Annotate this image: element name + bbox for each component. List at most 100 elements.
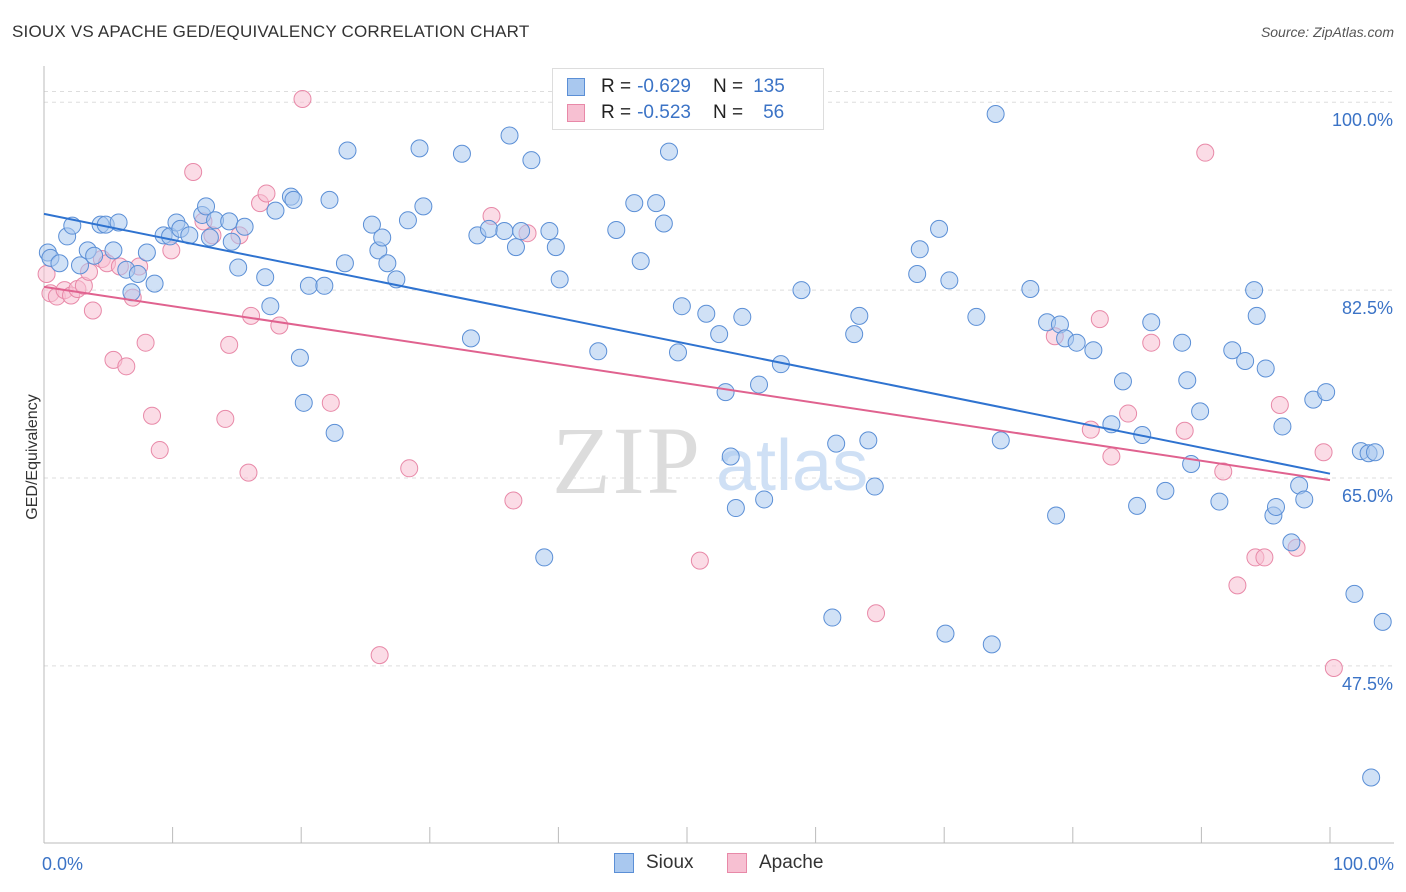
sioux-point <box>315 276 334 295</box>
apache-point <box>690 551 709 570</box>
apache-swatch <box>567 104 585 122</box>
apache-point <box>136 333 155 352</box>
x-tick-label-left: 0.0% <box>42 854 83 874</box>
sioux-point <box>200 228 219 247</box>
sioux-point <box>1247 306 1266 325</box>
r-label: R = <box>601 102 632 123</box>
sioux-point <box>398 211 417 230</box>
apache-point <box>1255 548 1274 567</box>
sioux-point <box>827 434 846 453</box>
apache-point <box>239 463 258 482</box>
apache-point <box>220 335 239 354</box>
sioux-point <box>479 219 498 238</box>
sioux-point <box>137 243 156 262</box>
y-tick-labels: 47.5% 65.0% 82.5% 100.0% <box>1332 110 1393 694</box>
sioux-point <box>546 238 565 257</box>
axes <box>43 66 1394 844</box>
sioux-legend-label: Sioux <box>646 852 694 873</box>
y-tick-label: 65.0% <box>1342 486 1393 506</box>
apache-point <box>143 406 162 425</box>
sioux-point <box>659 142 678 161</box>
sioux-point <box>589 342 608 361</box>
apache-point <box>242 306 261 325</box>
sioux-point <box>710 325 729 344</box>
apache-point <box>1102 447 1121 466</box>
sioux-point <box>338 141 357 160</box>
sioux-point <box>865 477 884 496</box>
apache-point <box>321 393 340 412</box>
sioux-point <box>261 297 280 316</box>
legend-row-apache: R = -0.523 N = 56 <box>567 101 784 125</box>
sioux-point <box>362 215 381 234</box>
sioux-point <box>1178 371 1197 390</box>
apache-points <box>37 89 1343 678</box>
sioux-points <box>38 105 1392 787</box>
apache-point <box>293 89 312 108</box>
watermark-atlas: atlas <box>716 426 868 506</box>
sioux-swatch <box>567 78 585 96</box>
legend-row-sioux: R = -0.629 N = 135 <box>567 75 785 99</box>
sioux-point <box>647 194 666 213</box>
bottom-legend-apache: Apache <box>727 852 823 874</box>
apache-point <box>184 162 203 181</box>
x-tick-label-right: 100.0% <box>1333 854 1394 874</box>
apache-point <box>1324 659 1343 678</box>
apache-trend-line <box>43 285 1331 482</box>
apache-legend-label: Apache <box>759 852 824 873</box>
apache-point <box>504 491 523 510</box>
n-value: 56 <box>763 102 785 123</box>
sioux-point <box>220 212 239 231</box>
sioux-point <box>1282 533 1301 552</box>
sioux-point <box>235 217 254 236</box>
sioux-point <box>991 431 1010 450</box>
y-tick-label: 47.5% <box>1342 674 1393 694</box>
sioux-legend-swatch <box>614 853 634 873</box>
sioux-point <box>378 254 397 273</box>
n-value: 135 <box>753 76 785 97</box>
sioux-point <box>50 254 69 273</box>
sioux-point <box>1142 313 1161 332</box>
chart-title: SIOUX VS APACHE GED/EQUIVALENCY CORRELAT… <box>12 22 530 41</box>
sioux-point <box>755 490 774 509</box>
apache-point <box>370 646 389 665</box>
sioux-point <box>1245 281 1264 300</box>
sioux-point <box>850 306 869 325</box>
sioux-point <box>85 246 104 265</box>
sioux-point <box>697 304 716 323</box>
apache-point <box>270 316 289 335</box>
sioux-point <box>716 383 735 402</box>
apache-point <box>1314 443 1333 462</box>
sioux-point <box>1113 372 1132 391</box>
sioux-point <box>1156 481 1175 500</box>
sioux-point <box>1373 612 1392 631</box>
stats-legend: R = -0.629 N = 135 R = -0.523 N = 56 <box>552 68 824 130</box>
sioux-point <box>145 274 164 293</box>
apache-point <box>1228 576 1247 595</box>
sioux-point <box>222 232 241 251</box>
watermark: ZIP atlas <box>552 407 868 514</box>
sioux-point <box>325 423 344 442</box>
sioux-point <box>1256 359 1275 378</box>
n-label: N = <box>712 76 744 97</box>
sioux-point <box>540 222 559 241</box>
apache-point <box>216 409 235 428</box>
y-tick-label: 82.5% <box>1342 298 1393 318</box>
sioux-point <box>1266 497 1285 516</box>
sioux-point <box>299 276 318 295</box>
sioux-point <box>668 343 687 362</box>
sioux-point <box>522 151 541 170</box>
sioux-point <box>1021 280 1040 299</box>
sioux-point <box>726 499 745 518</box>
sioux-point <box>721 447 740 466</box>
sioux-point <box>750 375 769 394</box>
sioux-point <box>414 197 433 216</box>
sioux-point <box>1223 341 1242 360</box>
sioux-point <box>1236 351 1255 370</box>
trend-lines <box>43 212 1331 482</box>
sioux-point <box>823 608 842 627</box>
sioux-point <box>452 144 471 163</box>
sioux-point <box>500 126 519 145</box>
r-label: R = <box>601 76 632 97</box>
sioux-point <box>495 222 514 241</box>
